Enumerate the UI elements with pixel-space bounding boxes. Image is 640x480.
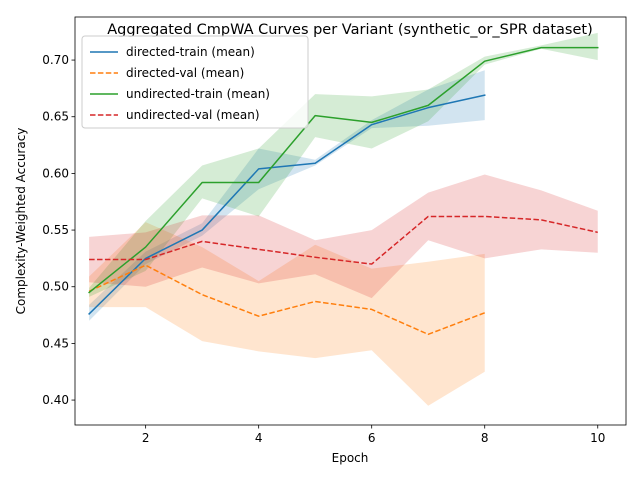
y-tick-label: 0.55	[42, 223, 69, 237]
y-tick-label: 0.70	[42, 53, 69, 67]
legend: directed-train (mean) directed-val (mean)…	[81, 35, 309, 129]
legend-label-directed-val-mean: directed-val (mean)	[126, 66, 244, 80]
y-tick-label: 0.50	[42, 280, 69, 294]
line-directed-val-mean	[88, 264, 485, 336]
chart-title: Aggregated CmpWA Curves per Variant (syn…	[107, 22, 593, 38]
legend-label-directed-train-mean: directed-train (mean)	[126, 45, 255, 59]
line-directed-train-mean	[88, 94, 486, 315]
x-tick-label: 10	[590, 431, 605, 445]
x-tick-label: 6	[368, 431, 376, 445]
y-tick-label: 0.60	[42, 166, 69, 180]
x-tick-label: 2	[142, 431, 150, 445]
x-axis-label: Epoch	[332, 451, 369, 465]
y-tick-label: 0.45	[42, 336, 69, 350]
x-tick-label: 4	[255, 431, 263, 445]
band-directed-train-mean	[89, 70, 485, 321]
y-axis: 0.40 0.45 0.50 0.55 0.60 0.65 0.70	[42, 53, 75, 407]
confidence-bands	[89, 32, 598, 406]
x-axis: 2 4 6 8 10	[142, 425, 605, 445]
x-tick-label: 8	[481, 431, 489, 445]
line-undirected-train-mean	[88, 46, 599, 294]
band-undirected-val-mean	[89, 174, 598, 299]
series-lines	[88, 46, 599, 336]
y-tick-label: 0.65	[42, 110, 69, 124]
line-undirected-val-mean	[89, 215, 598, 265]
y-tick-label: 0.40	[42, 393, 69, 407]
plot-area-frame	[74, 16, 627, 426]
legend-label-undirected-val-mean: undirected-val (mean)	[126, 108, 260, 122]
legend-label-undirected-train-mean: undirected-train (mean)	[126, 87, 270, 101]
legend-box	[81, 35, 309, 129]
band-undirected-train-mean	[89, 32, 598, 297]
band-directed-val-mean	[89, 222, 485, 406]
y-axis-label: Complexity-Weighted Accuracy	[14, 128, 28, 315]
